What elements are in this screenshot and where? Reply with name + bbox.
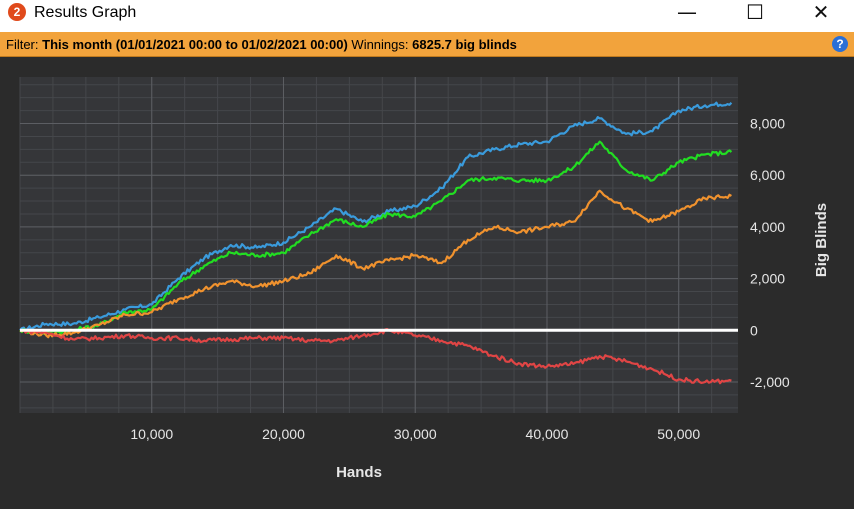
y-tick-label: 8,000 <box>750 116 785 132</box>
series-line-2 <box>19 140 733 336</box>
y-tick-labels: 8,000 6,000 4,000 2,000 0 -2,000 <box>750 116 790 390</box>
x-tick-labels: 10,000 20,000 30,000 40,000 50,000 <box>130 426 700 442</box>
y-tick-label: 6,000 <box>750 167 785 183</box>
x-axis-title: Hands <box>336 464 382 481</box>
results-graph-svg: 10,000 20,000 30,000 40,000 50,000 8,000 6,00… <box>19 77 830 481</box>
series-line-4 <box>19 327 732 385</box>
series-line-3 <box>19 189 732 339</box>
y-tick-label: 0 <box>750 322 758 338</box>
x-tick-label: 30,000 <box>394 426 437 442</box>
y-tick-label: 4,000 <box>750 219 785 235</box>
plot-background <box>20 77 738 413</box>
x-tick-label: 10,000 <box>130 426 173 442</box>
filter-label: Filter: <box>6 37 39 52</box>
close-button[interactable]: ✕ <box>812 0 830 24</box>
title-bar: 2 Results Graph — ☐ ✕ <box>0 0 854 32</box>
minimize-button[interactable]: — <box>677 0 697 24</box>
help-icon[interactable]: ? <box>832 36 848 52</box>
x-tick-label: 20,000 <box>262 426 305 442</box>
winnings-value: 6825.7 big blinds <box>412 37 517 52</box>
maximize-button[interactable]: ☐ <box>746 0 764 24</box>
series-lines <box>19 101 733 385</box>
winnings-label: Winnings: <box>351 37 409 52</box>
app-logo-icon: 2 <box>8 3 26 21</box>
results-chart: 10,000 20,000 30,000 40,000 50,000 8,000 6,00… <box>0 57 854 509</box>
y-tick-label: -2,000 <box>750 374 790 390</box>
x-tick-label: 50,000 <box>657 426 700 442</box>
y-tick-label: 2,000 <box>750 271 785 287</box>
series-line-1 <box>19 101 733 332</box>
x-tick-label: 40,000 <box>526 426 569 442</box>
filter-summary: Filter: This month (01/01/2021 00:00 to … <box>6 37 517 52</box>
filter-period: This month (01/01/2021 00:00 to 01/02/20… <box>42 37 348 52</box>
window-title: Results Graph <box>34 4 137 21</box>
y-axis-title: Big Blinds <box>813 203 830 277</box>
filter-bar: Filter: This month (01/01/2021 00:00 to … <box>0 32 854 57</box>
